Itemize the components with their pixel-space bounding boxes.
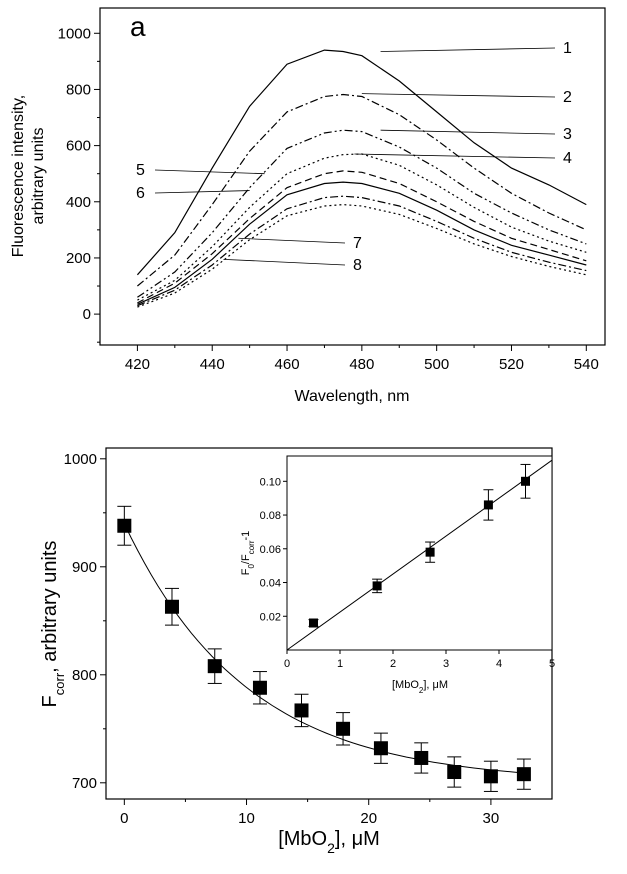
panel-a-x-tick-label: 540 [574,356,599,373]
inset-x-tick-label: 2 [390,658,396,670]
inset-data-point [521,476,530,486]
panel-letter: a [130,11,146,42]
curve-label-3: 3 [563,126,572,143]
panel-b-x-tick-label: 20 [360,810,377,827]
panel-a-x-ticks: 420 440 460 480 500 520 540 [125,345,599,373]
panel-a-y-tick-label: 400 [66,194,91,211]
panel-b-data-point [252,680,267,695]
spectrum-curve-7 [137,195,587,307]
panel-b-data-point [483,769,498,784]
panel-a-y-ticks: 0 200 400 600 800 1000 [58,25,100,343]
panel-b-x-tick-label: 0 [120,810,128,827]
panel-b-y-tick-label: 1000 [64,451,97,468]
panel-a-y-axis-title-line1: Fluorescence intensity, [10,95,27,257]
panel-a-curve-labels: 1 2 3 4 5 6 7 8 [136,40,572,274]
inset-y-tick-label: 0.06 [260,544,281,556]
spectrum-curve-8 [137,203,587,308]
panel-b-data-point [117,518,132,533]
inset-y-tick-label: 0.08 [260,510,281,522]
spectrum-curve-2 [137,93,587,287]
panel-b-data-point [373,741,388,756]
panel-a-y-axis-title-line2: arbitrary units [30,128,47,225]
inset-points [308,463,531,628]
curve-label-1: 1 [563,40,572,57]
inset-y-tick-label: 0.10 [260,476,281,488]
panel-b-data-point [207,659,222,674]
panel-a-x-tick-label: 420 [125,356,150,373]
panel-b-data-point [516,767,531,782]
inset-y-tick-label: 0.02 [260,611,281,623]
spectrum-curve-6 [137,181,587,305]
curve-label-8: 8 [353,257,362,274]
spectrum-curve-5 [137,170,587,304]
curve-label-7: 7 [353,235,362,252]
panel-a-curves [136,49,587,308]
spectrum-curve-3 [137,129,587,298]
curve-leader-2 [361,93,556,98]
inset-x-tick-label: 1 [337,658,343,670]
panel-b-x-ticks: 0 10 20 30 [120,799,499,827]
panel-b-data-point [414,750,429,765]
curve-leader-4 [354,153,556,159]
panel-b-data-point [336,721,351,736]
panel-b-y-axis-title: Fcorr, arbitrary units [39,541,67,708]
panel-b-data-point [447,765,462,779]
panel-a-y-tick-label: 0 [83,306,91,323]
panel-b-data-point [294,703,309,718]
curve-label-4: 4 [563,150,572,167]
panel-a-x-tick-label: 500 [424,356,449,373]
spectrum-curve-1 [136,49,587,276]
inset-data-point [425,547,435,557]
inset-x-ticks: 0 1 2 3 4 5 [284,650,555,670]
inset-data-point [309,618,318,628]
inset-data-point [483,500,493,510]
curve-leader-8 [223,258,346,266]
panel-a-y-tick-label: 1000 [58,25,91,42]
curve-label-5: 5 [136,162,145,179]
panel-b-x-tick-label: 30 [483,810,500,827]
curve-leader-6 [154,190,250,194]
curve-leader-1 [380,47,556,52]
panel-b-points [117,505,531,792]
panel-b-y-ticks: 700 800 900 1000 [64,451,106,792]
panel-b-x-tick-label: 10 [238,810,255,827]
panel-a-y-tick-label: 600 [66,138,91,155]
panel-a-x-tick-label: 520 [499,356,524,373]
inset-y-axis-title: F0/Fcorr-1 [240,531,256,576]
curve-leader-3 [380,129,556,135]
panel-b-x-axis-title: [MbO2], μM [278,828,380,856]
panel-a-y-tick-label: 800 [66,81,91,98]
curve-label-6: 6 [136,185,145,202]
spectrum-curve-4 [137,153,587,301]
inset-x-tick-label: 0 [284,658,290,670]
panel-a-y-tick-label: 200 [66,250,91,267]
panel-a-x-tick-label: 460 [275,356,300,373]
inset-x-axis-title: [MbO2], μM [392,679,448,695]
panel-a-x-tick-label: 480 [349,356,374,373]
inset-y-ticks: 0.02 0.04 0.06 0.08 0.10 [260,476,287,623]
inset-fit-line [286,459,553,651]
inset-x-tick-label: 3 [443,658,449,670]
panel-a-spectra: 420 440 460 480 500 520 540 02004006008001000 … [10,7,606,405]
curve-label-2: 2 [563,89,572,106]
inset-plot: 0 1 2 3 4 5 0.02 0.04 0.06 0.08 0.10 [MbO2], μM F… [240,455,555,695]
panel-b-y-tick-label: 900 [72,559,97,576]
inset-x-tick-label: 5 [549,658,555,670]
inset-x-tick-label: 4 [496,658,502,670]
panel-a-x-axis-title: Wavelength, nm [294,388,409,405]
curve-leader-7 [238,237,346,244]
curve-leader-5 [154,169,265,175]
panel-b-y-tick-label: 800 [72,667,97,684]
panel-a-x-tick-label: 440 [200,356,225,373]
panel-a-frame [99,7,606,346]
panel-b-data-point [164,599,179,614]
panel-b-y-tick-label: 700 [72,775,97,792]
inset-frame [286,455,553,651]
inset-data-point [372,581,382,591]
inset-y-tick-label: 0.04 [260,578,281,590]
